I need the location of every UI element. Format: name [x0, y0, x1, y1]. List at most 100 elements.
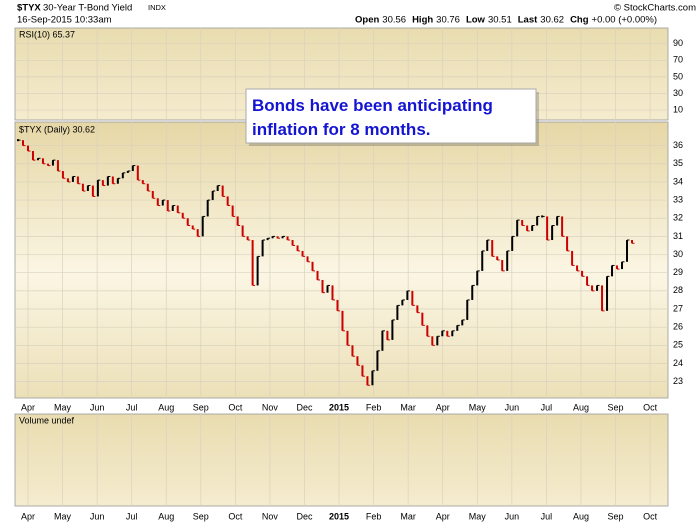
price-bar	[261, 240, 264, 257]
y-tick-label: 29	[673, 267, 683, 277]
price-bar	[481, 250, 484, 271]
price-bars	[17, 139, 635, 386]
price-bar	[336, 299, 339, 311]
price-bar	[611, 265, 614, 277]
price-bar	[36, 158, 39, 161]
x-tick-label: Apr	[436, 511, 450, 521]
y-tick-label: 34	[673, 176, 683, 186]
price-bar	[206, 200, 209, 217]
price-bar	[331, 285, 334, 300]
price-bar	[256, 256, 259, 286]
price-bar	[591, 285, 594, 291]
price-bar	[446, 330, 449, 337]
x-tick-label: May	[469, 511, 487, 521]
price-bar	[116, 178, 119, 184]
price-bar	[501, 260, 504, 271]
price-bar	[191, 225, 194, 230]
x-tick-label: Jul	[126, 402, 138, 412]
price-bar	[631, 240, 633, 244]
y-tick-label: 28	[673, 285, 683, 295]
price-bar	[56, 160, 59, 172]
price-bar	[421, 312, 424, 326]
price-bar	[66, 178, 69, 182]
y-tick-label: 10	[673, 104, 683, 114]
price-bar	[516, 220, 519, 237]
price-bar	[511, 236, 514, 251]
quote-value: +0.00 (+0.00%)	[592, 15, 658, 26]
y-tick-label: 31	[673, 231, 683, 241]
price-bar	[61, 171, 64, 179]
price-bar	[276, 236, 279, 239]
price-bar	[121, 172, 124, 179]
price-bar	[566, 236, 569, 251]
price-bar	[596, 285, 599, 291]
price-bar	[131, 165, 134, 172]
quote-value: 30.62	[540, 15, 564, 26]
date: 16-Sep-2015 10:33am	[17, 15, 112, 26]
price-bar	[401, 299, 404, 306]
price-bar	[436, 336, 439, 346]
x-tick-label: Nov	[262, 511, 279, 521]
price-bar	[406, 290, 409, 300]
price-bar	[236, 216, 239, 226]
quote-label: Last	[518, 15, 538, 26]
x-tick-label: Oct	[228, 511, 243, 521]
copyright: © StockCharts.com	[614, 3, 696, 14]
price-bar	[201, 216, 204, 237]
price-bar	[546, 216, 549, 241]
x-tick-label: Jun	[90, 402, 105, 412]
y-tick-label: 90	[673, 38, 683, 48]
x-tick-label: Jun	[505, 511, 520, 521]
price-bar	[386, 330, 389, 340]
y-tick-label: 35	[673, 158, 683, 168]
price-bar	[306, 256, 309, 262]
quote-value: 30.51	[488, 15, 512, 26]
rsi-label: RSI(10) 65.37	[19, 29, 75, 39]
price-bar	[391, 319, 394, 340]
y-tick-label: 33	[673, 194, 683, 204]
quote-value: 30.56	[382, 15, 406, 26]
price-bar	[346, 330, 349, 346]
price-bar	[616, 265, 619, 270]
x-tick-label: Jul	[541, 402, 553, 412]
price-bar	[271, 236, 274, 239]
price-bar	[301, 250, 304, 257]
quote-value: 30.76	[436, 15, 460, 26]
price-bar	[161, 200, 164, 206]
security-name: 30-Year T-Bond Yield	[43, 3, 132, 14]
price-bar	[341, 310, 344, 331]
price-bar	[506, 250, 509, 271]
price-bar	[151, 191, 154, 199]
price-bar	[381, 330, 384, 351]
price-bar	[251, 240, 254, 286]
x-tick-label: Feb	[366, 402, 382, 412]
price-bar	[396, 305, 399, 320]
price-bar	[141, 180, 144, 184]
x-tick-label: Aug	[573, 511, 589, 521]
price-bar	[561, 216, 564, 237]
price-bar	[601, 285, 604, 311]
price-bar	[221, 185, 224, 197]
price-bar	[376, 350, 379, 371]
x-tick-label: Apr	[21, 511, 35, 521]
grid	[15, 28, 668, 506]
price-bar	[51, 160, 54, 166]
x-tick-label: Jun	[90, 511, 105, 521]
annotation-box	[245, 88, 537, 144]
price-bar	[171, 205, 174, 211]
x-tick-label: 2015	[329, 511, 349, 521]
y-tick-label: 23	[673, 376, 683, 386]
x-tick-label: Oct	[228, 402, 243, 412]
x-tick-label: May	[54, 511, 72, 521]
x-tick-label: Oct	[643, 511, 658, 521]
x-tick-label: Aug	[158, 511, 174, 521]
quote-label: Open	[355, 15, 379, 26]
x-tick-label: May	[54, 402, 72, 412]
x-tick-label: Aug	[158, 402, 174, 412]
price-bar	[246, 236, 249, 241]
price-bar	[286, 236, 289, 241]
price-bar	[181, 212, 184, 219]
price-panel	[14, 121, 669, 399]
price-bar	[21, 140, 24, 146]
price-bar	[411, 290, 414, 306]
